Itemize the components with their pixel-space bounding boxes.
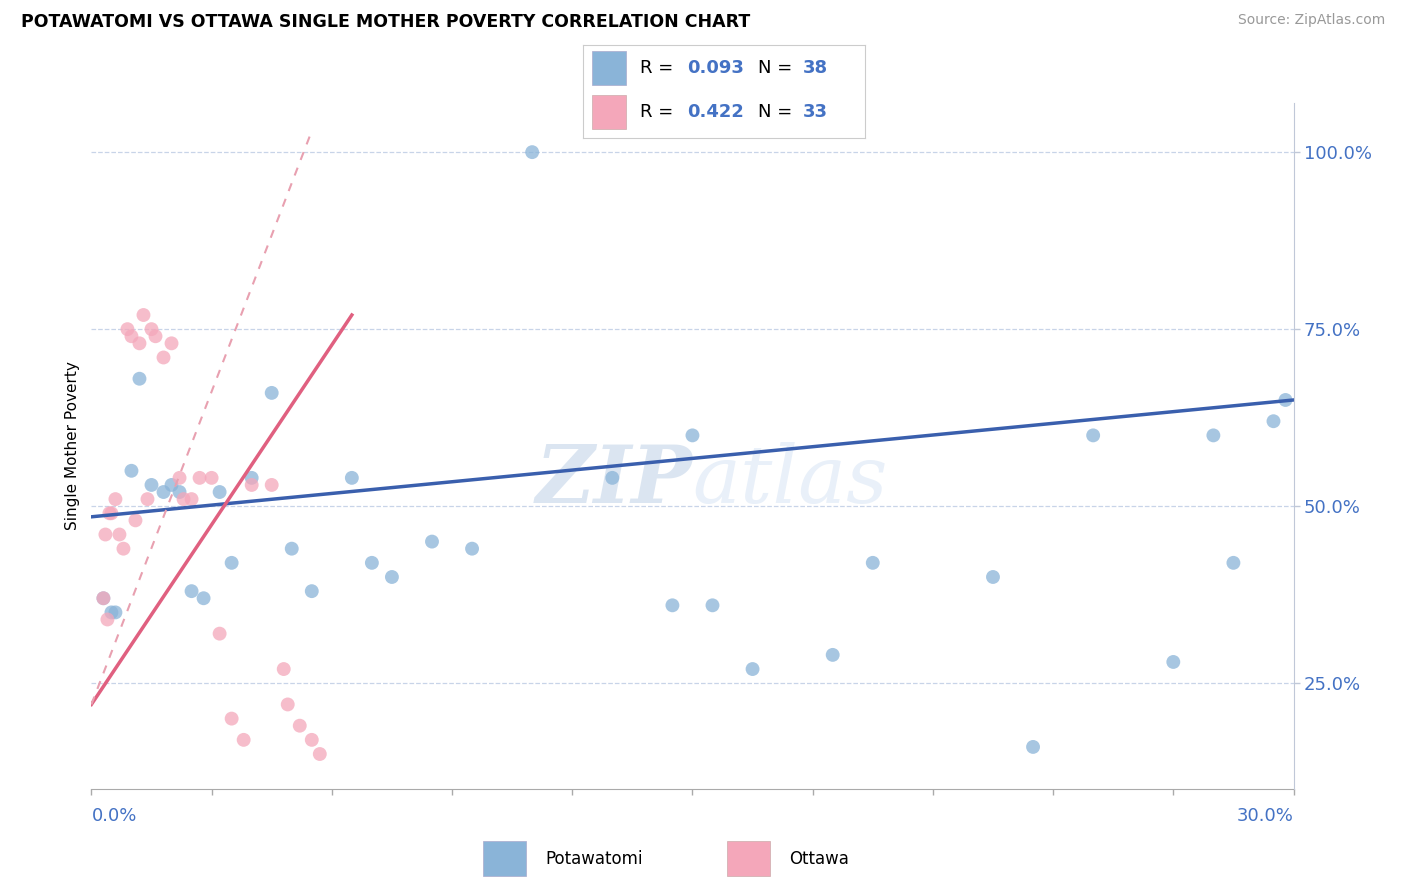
Point: [94, 527, 117, 541]
Point: [188, 471, 211, 485]
Bar: [592, 95, 626, 129]
Point: [360, 556, 382, 570]
Point: [104, 606, 127, 620]
Point: [661, 599, 683, 613]
Point: [108, 527, 131, 541]
Point: [260, 478, 283, 492]
Point: [93, 591, 115, 606]
Point: [277, 698, 299, 712]
Point: [981, 570, 1004, 584]
Point: [221, 712, 243, 726]
Point: [420, 534, 443, 549]
Point: [160, 478, 183, 492]
Bar: [727, 841, 770, 876]
Point: [240, 478, 263, 492]
Point: [1274, 392, 1296, 407]
Text: POTAWATOMI VS OTTAWA SINGLE MOTHER POVERTY CORRELATION CHART: POTAWATOMI VS OTTAWA SINGLE MOTHER POVER…: [21, 13, 751, 31]
Point: [681, 428, 703, 442]
Point: [180, 584, 202, 599]
Point: [121, 329, 143, 343]
Point: [288, 719, 311, 733]
Point: [117, 322, 139, 336]
Text: 0.422: 0.422: [688, 103, 744, 121]
Point: [128, 372, 150, 386]
Point: [381, 570, 404, 584]
Point: [301, 584, 323, 599]
Point: [169, 471, 191, 485]
Point: [702, 599, 724, 613]
Point: [145, 329, 167, 343]
Point: [128, 336, 150, 351]
Text: N =: N =: [758, 103, 797, 121]
Point: [180, 492, 202, 507]
Point: [208, 485, 231, 500]
Text: 0.0%: 0.0%: [91, 807, 136, 825]
Point: [1022, 739, 1045, 754]
Point: [121, 464, 143, 478]
Bar: [592, 51, 626, 85]
Point: [208, 626, 231, 640]
Point: [124, 513, 146, 527]
Point: [340, 471, 363, 485]
Point: [741, 662, 763, 676]
Point: [104, 492, 127, 507]
Text: R =: R =: [640, 103, 679, 121]
Point: [1202, 428, 1225, 442]
Point: [273, 662, 295, 676]
Text: 30.0%: 30.0%: [1237, 807, 1294, 825]
Text: ZIP: ZIP: [536, 442, 692, 519]
Point: [221, 556, 243, 570]
Text: 33: 33: [803, 103, 828, 121]
Point: [141, 478, 163, 492]
Point: [132, 308, 155, 322]
Point: [281, 541, 304, 556]
Point: [1222, 556, 1244, 570]
Point: [862, 556, 884, 570]
Point: [98, 506, 121, 520]
Point: [136, 492, 159, 507]
Point: [96, 612, 118, 626]
Point: [141, 322, 163, 336]
Text: Potawatomi: Potawatomi: [546, 849, 643, 868]
Point: [152, 351, 174, 365]
Point: [100, 606, 122, 620]
Text: N =: N =: [758, 59, 797, 77]
Point: [160, 336, 183, 351]
Point: [169, 485, 191, 500]
Text: Ottawa: Ottawa: [789, 849, 849, 868]
Point: [152, 485, 174, 500]
Text: atlas: atlas: [692, 442, 887, 519]
Point: [193, 591, 215, 606]
Text: Source: ZipAtlas.com: Source: ZipAtlas.com: [1237, 13, 1385, 28]
Text: 0.093: 0.093: [688, 59, 744, 77]
Bar: [484, 841, 526, 876]
Point: [1263, 414, 1285, 428]
Point: [201, 471, 224, 485]
Point: [1161, 655, 1184, 669]
Point: [308, 747, 330, 761]
Point: [232, 732, 254, 747]
Point: [301, 732, 323, 747]
Point: [461, 541, 484, 556]
Point: [1083, 428, 1105, 442]
Point: [602, 471, 624, 485]
Point: [112, 541, 135, 556]
Point: [520, 145, 543, 160]
Point: [260, 385, 283, 400]
Text: 38: 38: [803, 59, 828, 77]
Text: R =: R =: [640, 59, 679, 77]
Point: [93, 591, 115, 606]
Point: [173, 492, 195, 507]
Point: [821, 648, 844, 662]
Point: [240, 471, 263, 485]
Point: [100, 506, 122, 520]
Y-axis label: Single Mother Poverty: Single Mother Poverty: [65, 361, 80, 531]
